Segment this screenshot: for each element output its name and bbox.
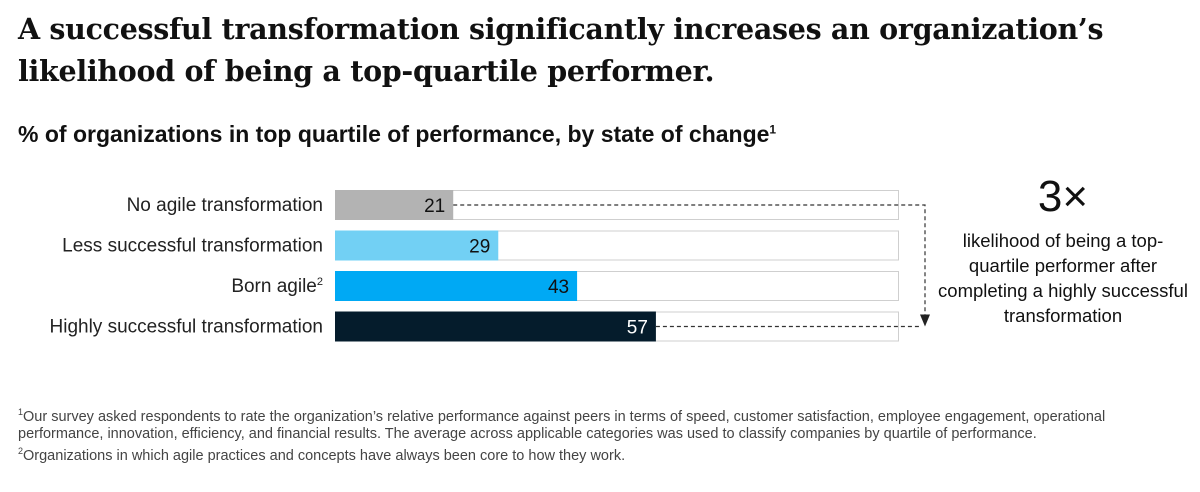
value-label: 21 [424, 196, 445, 217]
bar [335, 190, 454, 220]
chart-subtitle: % of organizations in top quartile of pe… [18, 121, 776, 148]
bar-chart: No agile transformation 21 Less successful… [50, 190, 930, 342]
value-label: 29 [469, 237, 490, 258]
callout-description: likelihood of being a top-quartile perfo… [938, 230, 1188, 326]
category-label: Less successful transformation [62, 236, 323, 257]
bar [335, 271, 578, 301]
category-label: Born agile2 [231, 276, 323, 297]
value-label: 43 [548, 277, 569, 298]
footnote-1-text: Our survey asked respondents to rate the… [18, 408, 1106, 442]
category-label: No agile transformation [127, 195, 323, 216]
footnote-2-marker: 2 [18, 445, 24, 456]
footnote-1-marker: 1 [18, 407, 24, 417]
footnote-2-text: Organizations in which agile practices a… [23, 447, 626, 464]
bar [335, 230, 499, 261]
value-label: 57 [627, 318, 648, 339]
footnote-1: 1Our survey asked respondents to rate th… [18, 404, 1188, 443]
category-label: Highly successful transformation [50, 317, 324, 338]
category-footnote-marker: 2 [317, 276, 323, 288]
chart-title: A successful transformation significantl… [18, 12, 1104, 88]
bar [335, 311, 656, 342]
annotation-arrowhead [920, 314, 930, 327]
callout-multiplier: 3× [1037, 172, 1089, 221]
subtitle-text: % of organizations in top quartile of pe… [18, 121, 770, 147]
footnotes: 1Our survey asked respondents to rate th… [18, 404, 1188, 465]
annotation-connector [453, 204, 926, 317]
footnote-2: 2Organizations in which agile practices … [18, 443, 1188, 465]
subtitle-footnote-marker: 1 [769, 122, 777, 137]
